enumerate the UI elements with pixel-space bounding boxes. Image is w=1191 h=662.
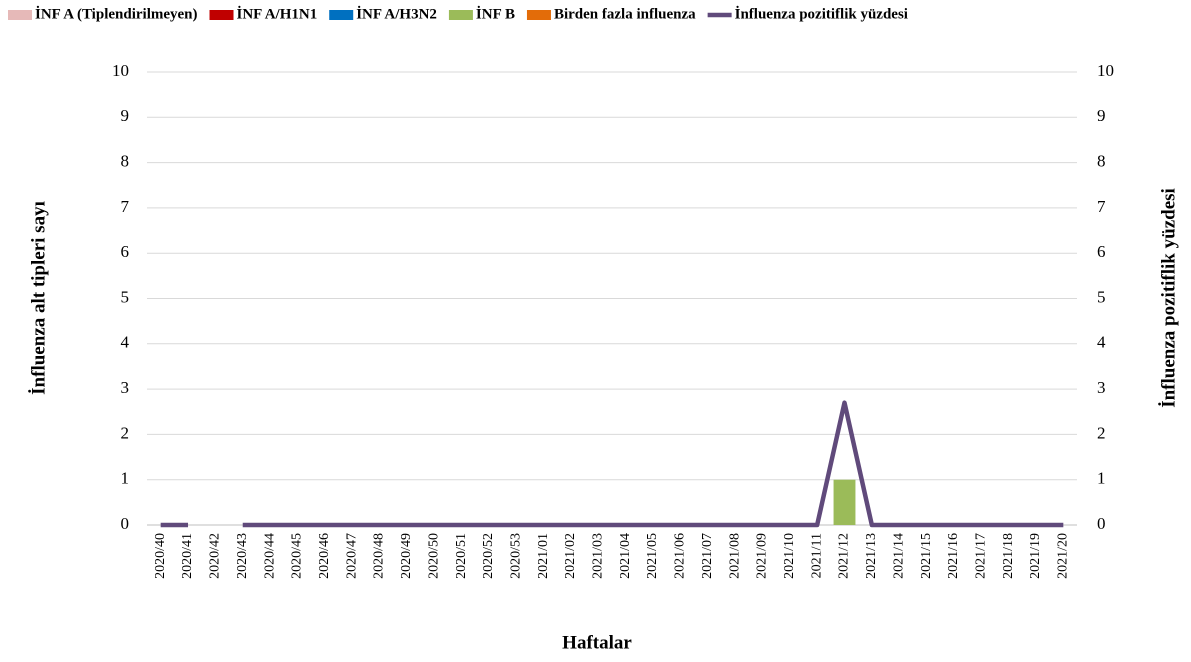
y2-tick-label: 0: [1097, 514, 1106, 533]
x-tick-label: 2021/12: [837, 533, 852, 579]
x-tick-label: 2021/14: [891, 533, 906, 579]
y2-tick-label: 9: [1097, 106, 1106, 125]
y-tick-label: 10: [112, 61, 129, 80]
y2-tick-label: 2: [1097, 423, 1106, 442]
y2-tick-label: 3: [1097, 378, 1106, 397]
legend-label: İnfluenza pozitiflik yüzdesi: [735, 5, 908, 22]
x-tick-label: 2020/40: [153, 533, 168, 579]
legend-swatch: [209, 10, 234, 20]
x-tick-label: 2021/18: [1001, 533, 1016, 579]
x-tick-label: 2021/01: [536, 533, 551, 579]
y2-tick-label: 6: [1097, 242, 1106, 261]
x-tick-label: 2021/11: [809, 533, 824, 578]
y2-tick-label: 1: [1097, 469, 1106, 488]
y-tick-label: 5: [121, 287, 130, 306]
x-tick-label: 2021/08: [727, 533, 742, 579]
x-tick-label: 2020/49: [399, 533, 414, 579]
x-tick-label: 2020/52: [481, 533, 496, 579]
y2-tick-label: 7: [1097, 197, 1106, 216]
y-axis-label: İnfluenza alt tipleri sayı: [28, 201, 49, 395]
x-tick-label: 2021/05: [645, 533, 660, 579]
x-tick-label: 2021/09: [755, 533, 770, 579]
y-tick-label: 2: [121, 423, 130, 442]
legend-swatch: [526, 10, 551, 20]
x-tick-label: 2021/03: [591, 533, 606, 579]
x-tick-label: 2020/47: [344, 533, 359, 579]
y-tick-label: 0: [121, 514, 130, 533]
x-tick-label: 2020/41: [180, 533, 195, 579]
x-tick-label: 2020/44: [262, 533, 277, 579]
x-tick-label: 2021/16: [946, 533, 961, 579]
y-tick-label: 6: [121, 242, 130, 261]
y-tick-label: 7: [121, 197, 130, 216]
x-tick-label: 2021/07: [700, 533, 715, 579]
x-tick-label: 2021/06: [673, 533, 688, 579]
y-tick-label: 3: [121, 378, 130, 397]
y-tick-label: 1: [121, 469, 130, 488]
x-tick-label: 2021/15: [919, 533, 934, 579]
x-tick-label: 2020/46: [317, 533, 332, 579]
legend-swatch: [8, 10, 32, 20]
y2-tick-label: 10: [1097, 61, 1114, 80]
line: [160, 400, 1064, 528]
legend-label: İNF A/H1N1: [237, 5, 318, 22]
x-tick-label: 2021/04: [618, 533, 633, 579]
y2-tick-label: 4: [1097, 333, 1106, 352]
legend-label: İNF A (Tiplendirilmeyen): [35, 5, 198, 22]
x-tick-label: 2021/17: [973, 533, 988, 579]
x-tick-label: 2020/53: [508, 533, 523, 579]
legend-label: İNF B: [476, 5, 515, 22]
x-tick-label: 2020/45: [290, 533, 305, 579]
legend-swatch: [329, 10, 354, 20]
x-tick-label: 2020/48: [372, 533, 387, 579]
y2-tick-label: 5: [1097, 287, 1106, 306]
x-axis-label: Haftalar: [562, 632, 632, 653]
x-tick-label: 2020/43: [235, 533, 250, 579]
legend-label: İNF A/H3N2: [356, 5, 437, 22]
y-tick-label: 4: [121, 333, 130, 352]
x-tick-label: 2020/42: [208, 533, 223, 579]
x-tick-label: 2020/50: [426, 533, 441, 579]
x-tick-label: 2021/02: [563, 533, 578, 579]
y2-axis-label: İnfluenza pozitiflik yüzdesi: [1158, 188, 1179, 408]
y-tick-label: 9: [121, 106, 130, 125]
x-tick-label: 2021/10: [782, 533, 797, 579]
legend-swatch: [448, 10, 473, 20]
legend-label: Birden fazla influenza: [554, 6, 696, 22]
y2-tick-label: 8: [1097, 152, 1106, 171]
bar: [833, 479, 856, 525]
x-tick-label: 2021/13: [864, 533, 879, 579]
x-tick-label: 2021/19: [1028, 533, 1043, 579]
x-tick-label: 2021/20: [1056, 533, 1071, 579]
x-tick-label: 2020/51: [454, 533, 469, 579]
y-tick-label: 8: [121, 152, 130, 171]
